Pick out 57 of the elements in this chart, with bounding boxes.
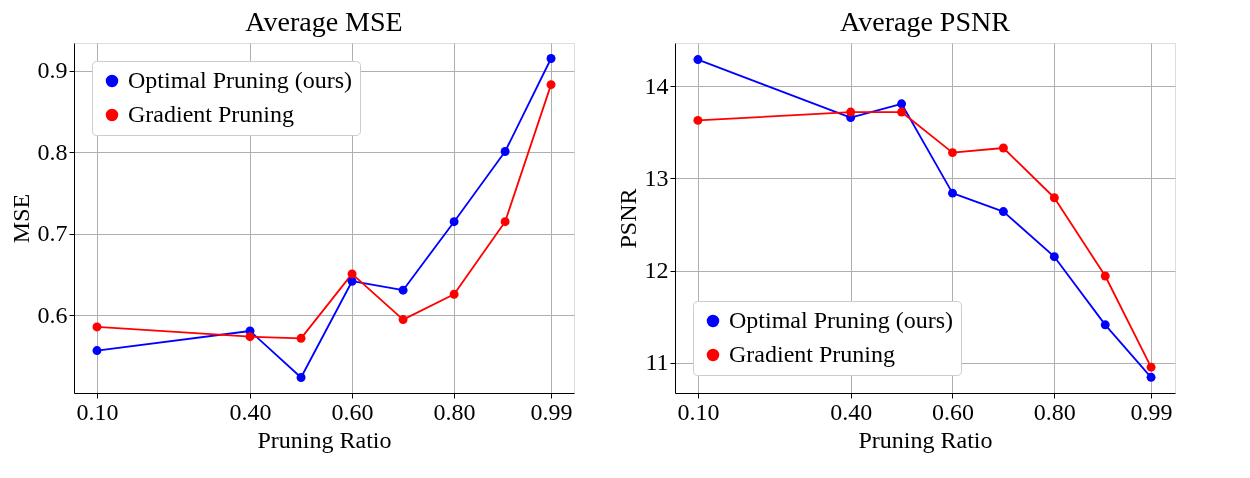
point xyxy=(948,148,957,158)
y-tick-label: 0.8 xyxy=(37,138,68,165)
point xyxy=(1049,252,1059,262)
chart-title: Average MSE xyxy=(245,6,403,37)
point xyxy=(546,80,556,90)
y-tick-label: 0.7 xyxy=(37,220,68,247)
point xyxy=(92,322,102,332)
point xyxy=(1100,320,1110,330)
point xyxy=(1146,372,1156,382)
x-axis-title: Pruning Ratio xyxy=(858,426,993,453)
point xyxy=(693,55,703,65)
x-tick-label: 0.60 xyxy=(331,398,374,425)
point xyxy=(296,333,306,343)
point xyxy=(693,115,703,125)
point xyxy=(500,217,510,227)
legend-label: Gradient Pruning xyxy=(729,341,895,367)
point xyxy=(347,269,357,279)
x-tick-label: 0.10 xyxy=(677,398,720,425)
x-tick-label: 0.10 xyxy=(76,398,119,425)
y-tick-label: 0.6 xyxy=(37,301,68,328)
point xyxy=(500,147,510,156)
x-tick-label: 0.40 xyxy=(229,398,272,425)
chart-title: Average PSNR xyxy=(840,6,1011,37)
point xyxy=(398,315,408,325)
x-tick-label: 0.80 xyxy=(433,398,476,425)
point xyxy=(897,99,907,109)
point xyxy=(92,346,102,356)
point xyxy=(948,188,957,198)
point xyxy=(449,289,459,299)
x-tick-label: 0.99 xyxy=(1130,398,1173,425)
x-tick-label: 0.40 xyxy=(830,398,873,425)
point xyxy=(998,207,1008,217)
y-tick-label: 0.9 xyxy=(37,57,68,84)
x-tick-label: 0.80 xyxy=(1033,398,1076,425)
legend-label: Optimal Pruning (ours) xyxy=(729,307,953,333)
legend-label: Optimal Pruning (ours) xyxy=(128,67,352,93)
x-tick-label: 0.60 xyxy=(931,398,974,425)
point xyxy=(1100,271,1110,281)
x-tick-label: 0.99 xyxy=(530,398,573,425)
y-tick-label: 11 xyxy=(645,349,669,376)
x-axis-title: Pruning Ratio xyxy=(257,426,392,453)
legend-label: Gradient Pruning xyxy=(128,101,294,127)
point xyxy=(1049,193,1059,203)
y-tick-label: 13 xyxy=(644,164,669,191)
point xyxy=(398,285,408,295)
y-tick-label: 14 xyxy=(644,72,669,99)
y-tick-label: 12 xyxy=(644,257,669,283)
point xyxy=(546,54,556,63)
y-axis-title: PSNR xyxy=(614,188,641,249)
y-axis-title: MSE xyxy=(7,193,34,244)
point xyxy=(897,107,907,117)
point xyxy=(245,332,255,342)
point xyxy=(449,217,459,227)
point xyxy=(846,107,856,117)
point xyxy=(296,373,306,382)
point xyxy=(998,143,1008,153)
point xyxy=(1146,362,1156,372)
